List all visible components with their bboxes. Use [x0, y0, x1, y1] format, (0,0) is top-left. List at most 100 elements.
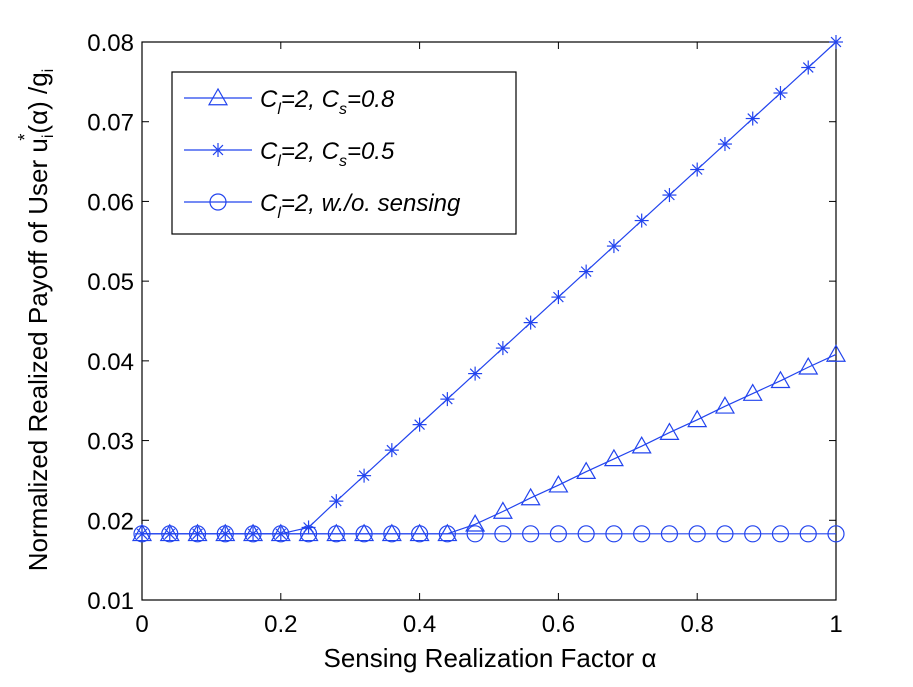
- data-point-star-stroke: [441, 393, 453, 405]
- legend-entry-circle: Cl=2, w./o. sensing: [184, 190, 461, 222]
- legend-marker-circle: [209, 193, 227, 211]
- data-point-circle: [716, 525, 734, 543]
- data-point-star: [745, 111, 760, 126]
- data-point-triangle: [714, 396, 735, 414]
- data-point-circle: [411, 525, 429, 543]
- data-point-triangle: [631, 435, 652, 454]
- data-point-star-stroke: [608, 240, 620, 252]
- data-point-star-stroke: [719, 138, 731, 150]
- y-axis-title-main: Normalized Realized Payoff of User u: [23, 138, 53, 571]
- legend-label: Cl=2, Cs=0.8: [260, 86, 395, 118]
- data-point-star-stroke: [775, 87, 786, 99]
- data-point-star-stroke: [830, 36, 842, 48]
- data-point-triangle: [770, 370, 791, 389]
- data-point-triangle: [354, 523, 375, 542]
- y-axis-title-sub: i: [40, 135, 57, 139]
- data-point-star: [468, 366, 483, 381]
- data-point-circle: [272, 525, 290, 543]
- data-point-triangle: [687, 409, 708, 428]
- data-point-star: [495, 341, 510, 356]
- y-axis-title: Normalized Realized Payoff of User ui*(α…: [15, 69, 57, 571]
- legend-label-part: s: [339, 153, 347, 170]
- data-point-star: [634, 213, 649, 228]
- series-line-triangle: [142, 353, 837, 535]
- axis-labels: Sensing Realization Factor α Normalized …: [15, 69, 656, 673]
- data-point-circle: [827, 525, 845, 543]
- data-point-circle: [660, 525, 679, 543]
- data-point-circle: [605, 525, 623, 543]
- legend-label-part: C: [260, 86, 278, 113]
- legend-label-part: =2, C: [281, 138, 340, 165]
- data-point-circle: [216, 525, 234, 543]
- data-point-star-stroke: [691, 164, 703, 175]
- data-point-star-stroke: [580, 266, 592, 277]
- data-point-star-stroke: [386, 444, 398, 456]
- data-point-star: [690, 162, 705, 177]
- legend-label-part: l: [277, 205, 281, 222]
- data-point-triangle: [548, 475, 569, 493]
- data-point-triangle: [576, 461, 597, 480]
- series-layer: [131, 35, 847, 543]
- legend-label: Cl=2, Cs=0.5: [260, 138, 395, 170]
- legend-box: [171, 71, 517, 235]
- y-tick-label: 0.07: [87, 110, 134, 137]
- legend-label-part: l: [277, 101, 281, 118]
- data-point-star-stroke: [553, 291, 564, 303]
- data-point-circle: [744, 525, 762, 543]
- legend-entry-star: Cl=2, Cs=0.5: [184, 138, 395, 170]
- legend-marker-star-stroke: [212, 144, 224, 156]
- data-point-star-stroke: [330, 495, 342, 507]
- data-point-circle: [522, 525, 540, 543]
- series-circle: [133, 525, 845, 543]
- data-point-triangle: [381, 523, 402, 542]
- y-tick-label: 0.06: [87, 189, 134, 216]
- data-point-circle: [494, 525, 512, 543]
- data-point-star: [412, 417, 427, 432]
- data-point-circle: [438, 525, 456, 543]
- data-point-star: [329, 494, 344, 509]
- y-tick-label: 0.01: [87, 588, 134, 615]
- legend-entry-triangle: Cl=2, Cs=0.8: [184, 86, 395, 118]
- data-point-circle: [799, 525, 817, 543]
- data-point-star: [662, 188, 677, 203]
- data-point-star: [606, 239, 621, 254]
- data-point-triangle: [492, 501, 513, 519]
- x-tick-label: 0.4: [403, 611, 436, 638]
- legend: Cl=2, Cs=0.8Cl=2, Cs=0.5Cl=2, w./o. sens…: [171, 71, 517, 235]
- data-point-triangle: [326, 523, 347, 542]
- legend-label-part: =2, w./o. sensing: [281, 190, 461, 217]
- data-point-star-stroke: [303, 522, 314, 533]
- data-point-star-stroke: [469, 368, 481, 379]
- series-triangle: [131, 344, 847, 542]
- data-point-circle: [549, 525, 568, 543]
- legend-marker-star: [211, 143, 225, 157]
- data-point-circle: [383, 525, 401, 543]
- legend-label-part: =2, C: [281, 86, 340, 113]
- data-point-star-stroke: [747, 113, 759, 124]
- y-tick-label: 0.03: [87, 429, 134, 456]
- x-tick-label: 0.2: [264, 611, 297, 638]
- data-point-triangle: [742, 383, 763, 401]
- y-tick-label: 0.05: [87, 269, 134, 296]
- data-point-star: [717, 137, 732, 152]
- data-point-circle: [133, 525, 151, 543]
- data-point-star: [773, 86, 788, 101]
- legend-label-part: =0.5: [347, 138, 395, 165]
- data-point-star-stroke: [414, 419, 425, 431]
- x-tick-label: 0.8: [681, 611, 714, 638]
- x-tick-label: 1: [829, 611, 842, 638]
- legend-label-part: l: [277, 153, 281, 170]
- data-point-circle: [771, 525, 790, 543]
- legend-label-part: C: [260, 138, 278, 165]
- data-point-star: [523, 315, 538, 330]
- data-point-circle: [188, 525, 207, 543]
- y-axis-title-tail: (α) /g: [23, 72, 53, 133]
- data-point-star-stroke: [802, 62, 814, 73]
- y-tick-label: 0.04: [87, 349, 134, 376]
- data-point-star-stroke: [497, 342, 509, 354]
- data-point-star-stroke: [525, 317, 537, 328]
- legend-label-part: s: [339, 101, 347, 118]
- data-point-triangle: [409, 523, 430, 542]
- data-point-circle: [355, 525, 373, 543]
